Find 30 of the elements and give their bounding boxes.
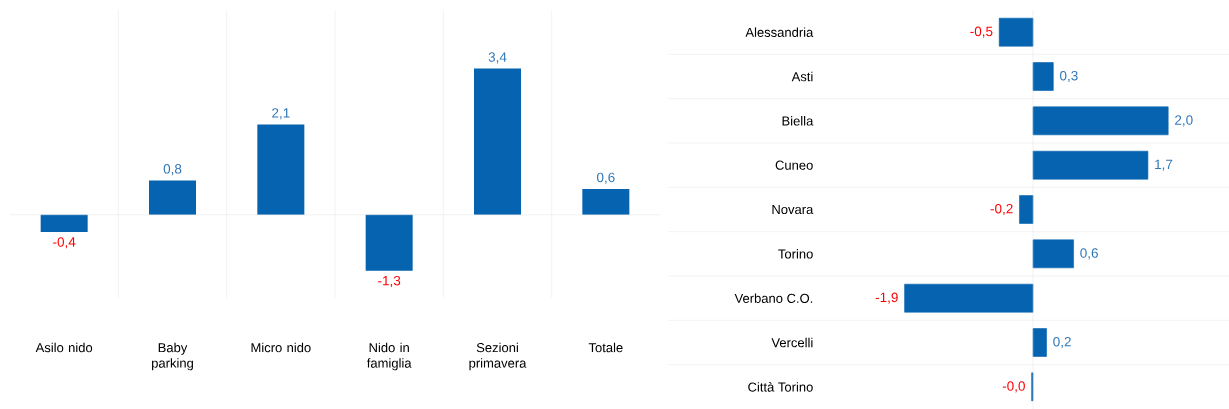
data-label: 0,2: [1053, 336, 1071, 349]
x-tick-label: Asilo nido: [35, 342, 93, 353]
x-tick-label: Totale: [588, 342, 623, 353]
y-tick-label: Biella: [782, 116, 814, 126]
y-tick-label: Città Torino: [748, 381, 813, 392]
data-label: 3,4: [488, 52, 507, 64]
data-label: 0,3: [1060, 70, 1078, 83]
data-label: 2,0: [1175, 115, 1193, 127]
data-label: 0,6: [596, 172, 615, 184]
y-tick-label: Verbano C.O.: [734, 293, 813, 303]
y-tick-label: Alessandria: [745, 27, 814, 37]
x-tick-label: Nido in famiglia: [366, 342, 412, 371]
data-label: -0,2: [990, 203, 1013, 216]
y-tick-label: Cuneo: [775, 160, 813, 170]
y-tick-label: Novara: [772, 204, 814, 215]
data-label: -0,4: [53, 237, 76, 249]
data-label: -1,3: [378, 275, 401, 288]
data-label: 2,1: [272, 108, 290, 120]
x-tick-label: Baby parking: [152, 342, 193, 371]
data-label: 0,6: [1080, 248, 1098, 260]
y-tick-label: Vercelli: [771, 337, 813, 348]
x-tick-label: Micro nido: [251, 342, 311, 353]
data-label: 1,7: [1155, 159, 1173, 171]
y-tick-label: Asti: [791, 71, 813, 82]
data-label: 0,8: [163, 164, 182, 176]
y-tick-label: Torino: [778, 249, 813, 259]
x-tick-label: Sezioni primavera: [469, 342, 527, 371]
data-label: -0,5: [970, 26, 993, 38]
data-label: -0,0: [1002, 381, 1025, 393]
data-label: -1,9: [875, 292, 898, 304]
